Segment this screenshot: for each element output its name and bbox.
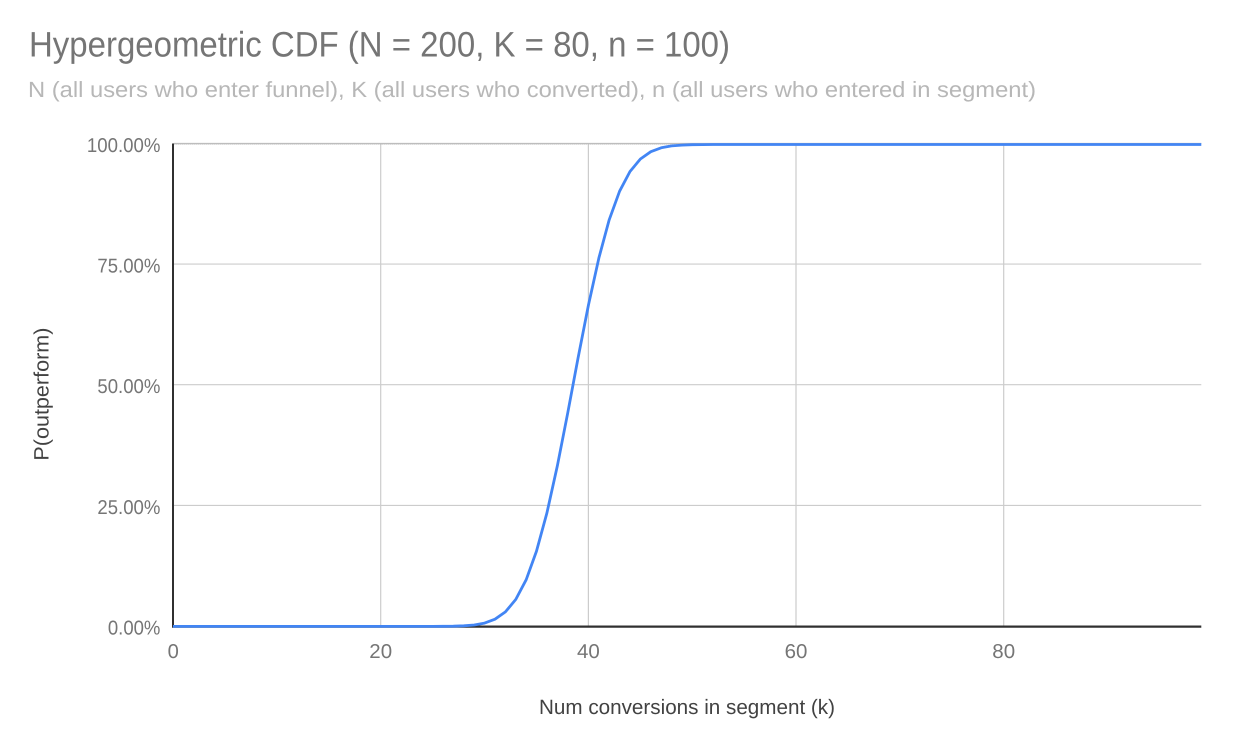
svg-text:20: 20 (369, 641, 392, 663)
svg-text:60: 60 (785, 641, 808, 663)
svg-text:0.00%: 0.00% (108, 618, 161, 640)
svg-text:P(outperform): P(outperform) (31, 328, 54, 461)
svg-text:80: 80 (992, 641, 1015, 663)
svg-text:75.00%: 75.00% (97, 256, 160, 278)
svg-text:0: 0 (168, 641, 179, 663)
svg-text:25.00%: 25.00% (97, 497, 160, 519)
svg-text:Num conversions in segment (k): Num conversions in segment (k) (539, 696, 835, 719)
svg-text:50.00%: 50.00% (97, 376, 160, 398)
svg-text:Hypergeometric CDF (N = 200, K: Hypergeometric CDF (N = 200, K = 80, n =… (29, 24, 730, 64)
svg-text:100.00%: 100.00% (87, 135, 161, 157)
svg-text:40: 40 (577, 641, 600, 663)
svg-text:N (all users who enter funnel): N (all users who enter funnel), K (all u… (28, 77, 1036, 102)
